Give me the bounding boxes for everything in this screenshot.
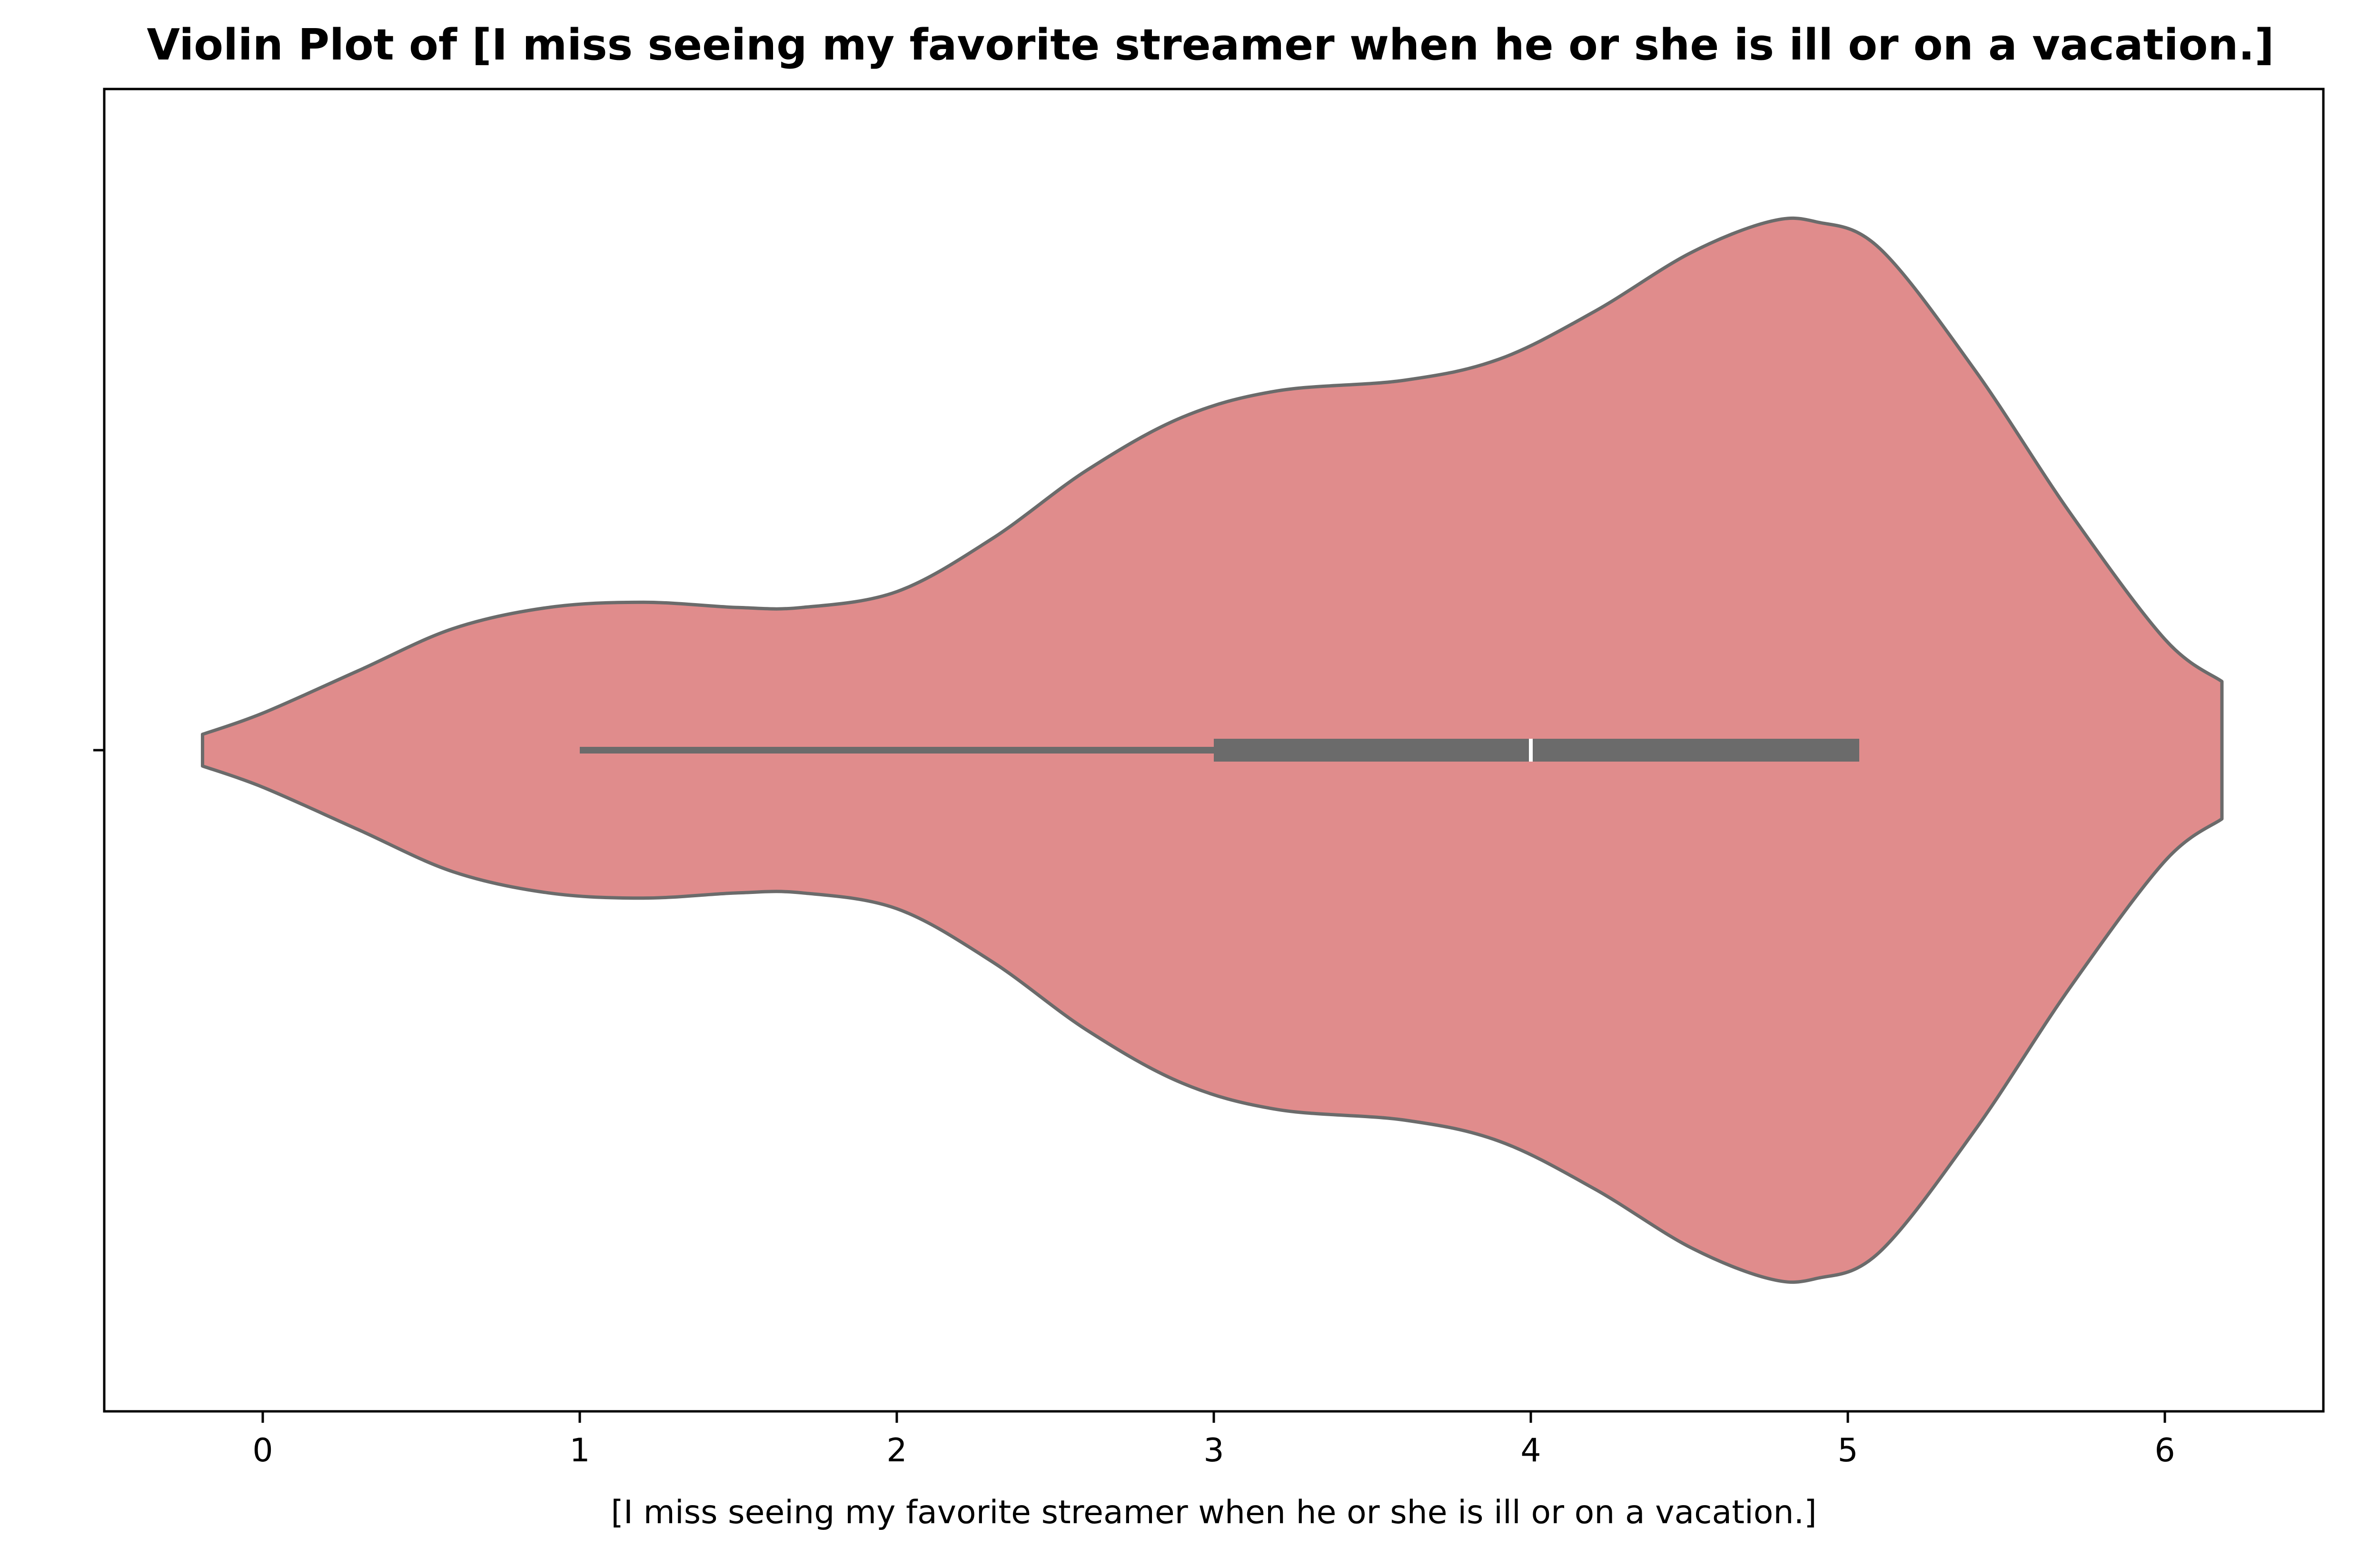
chart-title: Violin Plot of [I miss seeing my favorit… xyxy=(147,20,2274,70)
x-tick-label: 2 xyxy=(886,1432,907,1469)
x-tick-label: 0 xyxy=(252,1432,273,1469)
x-axis-ticks: 0 1 2 3 4 5 6 xyxy=(252,1411,2175,1469)
x-tick-label: 3 xyxy=(1203,1432,1224,1469)
x-tick-label: 1 xyxy=(569,1432,590,1469)
iqr-box xyxy=(1214,739,1859,762)
x-tick-label: 4 xyxy=(1520,1432,1541,1469)
x-tick-label: 5 xyxy=(1837,1432,1858,1469)
box-layer xyxy=(580,739,1859,762)
x-tick-label: 6 xyxy=(2154,1432,2175,1469)
x-axis-label: [I miss seeing my favorite streamer when… xyxy=(611,1494,1816,1531)
